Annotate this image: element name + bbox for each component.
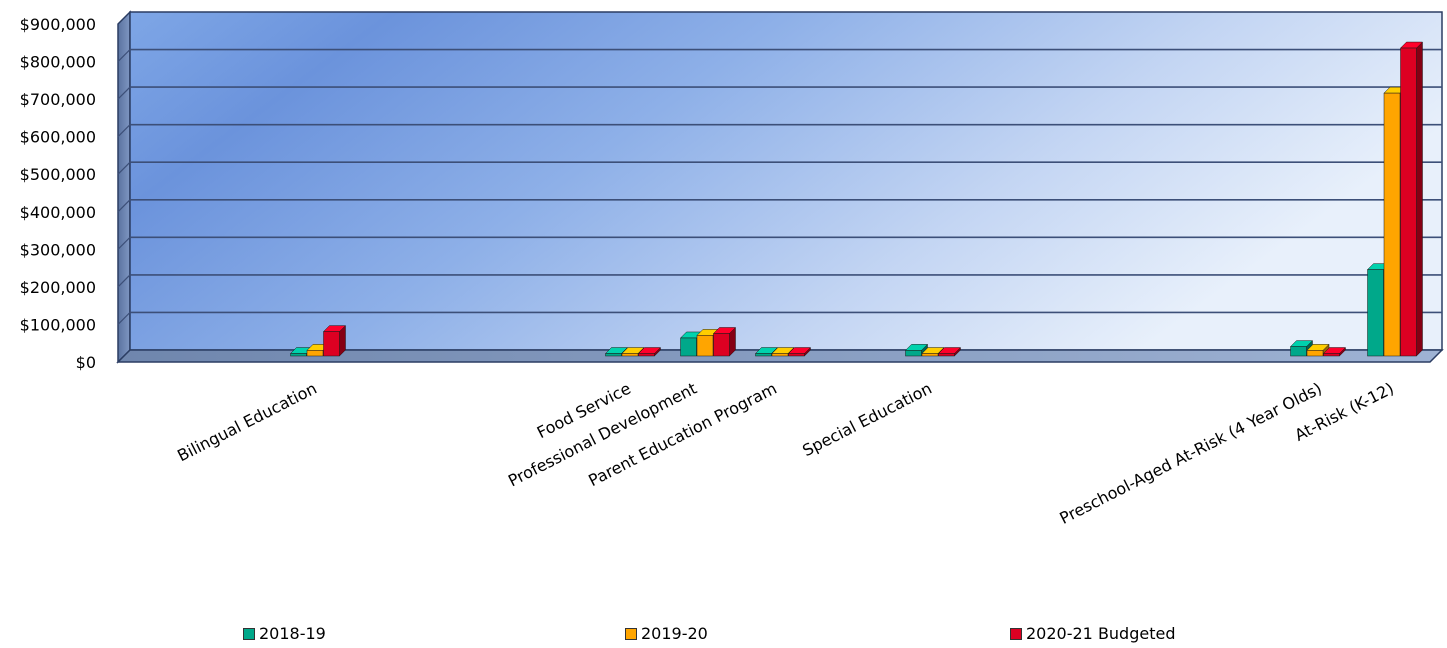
y-tick-label: $100,000 [20,315,96,334]
y-tick-label: $700,000 [20,90,96,109]
gridline-side [117,49,131,62]
gridline-side [117,274,131,288]
bar [787,346,812,357]
y-tick-label: $600,000 [20,128,96,147]
y-tick-label: $900,000 [20,15,96,34]
gridline-side [117,161,131,175]
y-tick-label: $800,000 [20,53,96,72]
y-tick-label: $0 [76,353,96,372]
legend-label: 2018-19 [259,624,326,643]
y-tick-label: $300,000 [20,240,96,259]
legend-label: 2019-20 [641,624,708,643]
y-tick-label: $200,000 [20,278,96,297]
y-tick-label: $500,000 [20,165,96,184]
bar [1399,41,1424,357]
bar [621,346,645,357]
gridline-side [117,236,131,250]
legend: 2018-19 2019-20 2020-21 Budgeted [0,624,1447,646]
side-wall [117,10,131,364]
gridline-side [117,86,131,100]
legend-swatch [1010,627,1022,640]
x-category-label: Bilingual Education [174,379,320,466]
bar [712,326,737,357]
legend-swatch [625,627,637,640]
gridline-side [117,312,131,325]
bar [322,324,347,357]
y-tick-label: $400,000 [20,203,96,222]
x-category-label: Preschool-Aged At-Risk (4 Year Olds) [1056,379,1324,528]
bar [1322,346,1347,357]
back-wall [129,11,1443,351]
gridline-side [117,199,131,213]
chart-plot: $900,000 $800,000 $700,000 $600,000 $500,000… [20,10,1444,528]
legend-label: 2020-21 Budgeted [1026,624,1176,643]
legend-swatch [243,627,255,640]
bar [937,346,962,357]
legend-item: 2020-21 Budgeted [1010,624,1175,643]
legend-item: 2018-19 [243,624,326,643]
legend-item: 2019-20 [625,624,708,643]
bar [637,346,662,357]
x-category-label: Special Education [799,379,934,461]
gridline-side [117,124,131,138]
